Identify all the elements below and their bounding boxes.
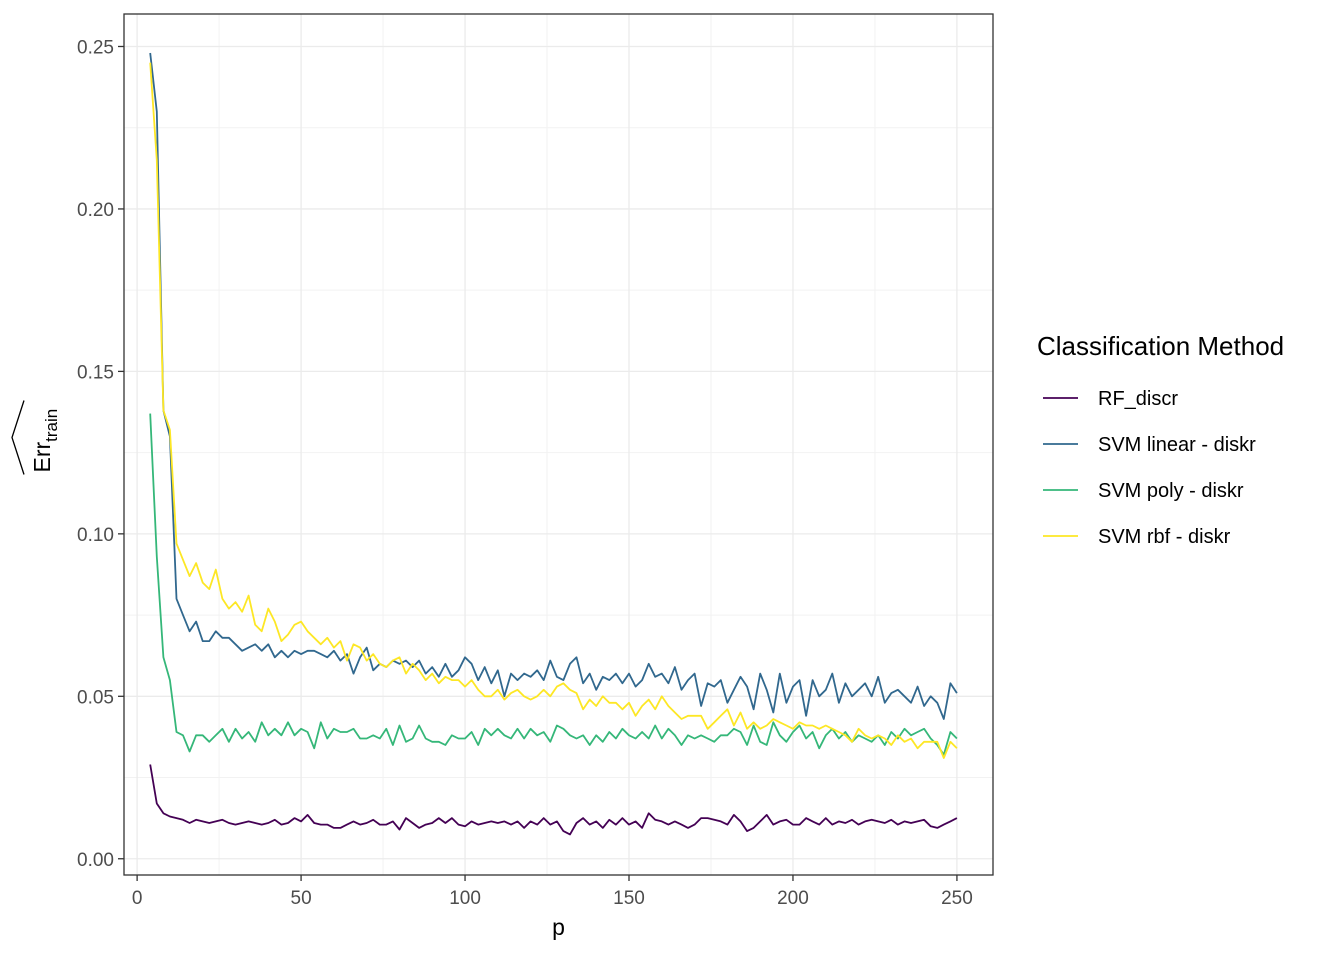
y-axis-title-hat [11, 400, 25, 475]
series-line-svm-rbf-diskr [149, 62, 958, 759]
legend-label: SVM linear - diskr [1098, 434, 1256, 456]
x-tick-label: 50 [291, 888, 312, 909]
legend-title: Classification Method [1037, 331, 1284, 361]
x-tick-label: 0 [132, 888, 143, 909]
series-line-svm-linear-diskr [149, 52, 958, 720]
axes: 0 50 100 150 200 250 0.00 0.05 0.10 0.15 0.20 0.25 [77, 37, 973, 909]
legend-label: SVM rbf - diskr [1098, 526, 1231, 548]
y-axis-title-subscript: train [42, 409, 61, 442]
y-tick-label: 0.20 [77, 200, 114, 221]
x-axis-title: p [552, 914, 565, 940]
y-axis-title: Errtrain [11, 400, 61, 475]
y-axis-title-base: Err [29, 442, 55, 473]
x-tick-label: 250 [941, 888, 973, 909]
series-line-svm-poly-diskr [149, 413, 958, 756]
y-tick-label: 0.05 [77, 687, 114, 708]
y-tick-label: 0.10 [77, 525, 114, 546]
legend-label: RF_discr [1098, 388, 1178, 410]
legend: Classification Method RF_discr SVM linear… [1037, 331, 1284, 548]
y-tick-label: 0.00 [77, 850, 114, 871]
x-tick-label: 100 [449, 888, 481, 909]
x-tick-label: 150 [613, 888, 645, 909]
series-lines [149, 52, 958, 836]
y-axis-title-text: Errtrain [29, 409, 61, 473]
series-line-rf-discr [149, 764, 958, 836]
y-tick-label: 0.15 [77, 362, 114, 383]
x-tick-label: 200 [777, 888, 809, 909]
legend-label: SVM poly - diskr [1098, 480, 1244, 502]
y-tick-label: 0.25 [77, 37, 114, 58]
panel-border [123, 13, 994, 876]
grid [124, 14, 993, 875]
